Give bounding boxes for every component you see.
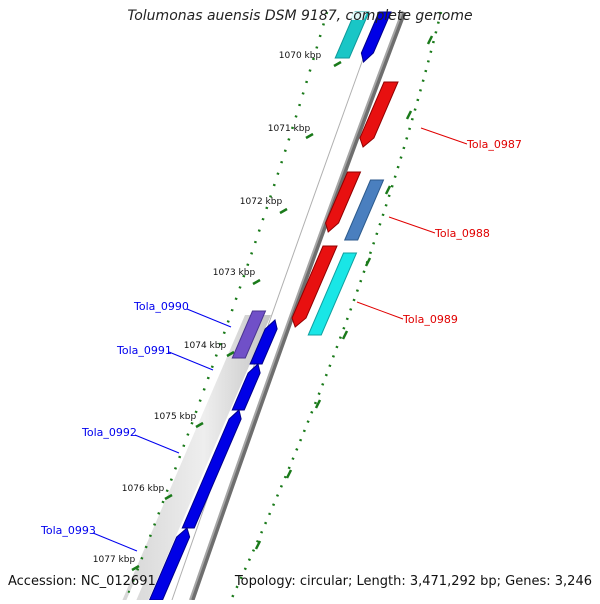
reverse-track-band — [122, 315, 271, 600]
outer-kbp-tick — [426, 35, 434, 45]
genome-summary: Topology: circular; Length: 3,471,292 bp… — [234, 574, 592, 589]
gene-label: Tola_0993 — [40, 524, 96, 537]
kbp-tick — [226, 350, 235, 358]
kbp-label: 1073 kbp — [213, 268, 256, 278]
kbp-label: 1074 kbp — [184, 341, 227, 351]
outer-kbp-tick — [405, 110, 413, 120]
gene-upstream-highlight — [349, 12, 367, 20]
outer-scale-line — [229, 11, 443, 601]
inner-ring-line — [171, 11, 381, 601]
gene-label-leader — [388, 216, 436, 234]
gene-forward-arrow — [359, 81, 399, 148]
gene-forward-cyan — [307, 252, 358, 336]
gene-reverse-stub — [126, 580, 145, 600]
map-title: Tolumonas auensis DSM 9187, complete gen… — [127, 8, 473, 24]
gene-label-leader — [186, 308, 232, 328]
gene-forward-arrow — [325, 171, 362, 233]
gene-label: Tola_0988 — [434, 227, 490, 240]
gene-reverse-purple — [231, 310, 267, 359]
gene-label: Tola_0991 — [116, 344, 172, 357]
backbone-line-shadow — [189, 11, 407, 601]
gene-forward-arrow — [291, 245, 338, 328]
gene-label-leader — [420, 127, 468, 145]
gene-reverse-arrow — [231, 363, 261, 411]
gene-reverse-arrow — [249, 319, 278, 365]
kbp-tick — [305, 132, 314, 140]
gene-label-leader — [134, 434, 180, 454]
outer-kbp-tick — [341, 330, 349, 340]
gene-label: Tola_0987 — [466, 138, 522, 151]
gene-label: Tola_0990 — [133, 300, 189, 313]
backbone-line — [189, 11, 403, 601]
gene-upstream-blue — [360, 11, 392, 63]
gene-label: Tola_0989 — [402, 313, 458, 326]
gene-label-leader — [168, 351, 214, 371]
outer-kbp-tick — [384, 185, 392, 195]
kbp-tick — [252, 278, 261, 286]
kbp-label: 1072 kbp — [240, 197, 283, 207]
outer-kbp-tick — [254, 540, 262, 550]
gene-label: Tola_0992 — [81, 426, 137, 439]
kbp-tick — [195, 421, 204, 429]
outer-kbp-tick — [314, 399, 322, 409]
kbp-label: 1075 kbp — [154, 412, 197, 422]
gene-reverse-arrow — [181, 409, 242, 529]
kbp-tick — [333, 60, 342, 68]
outer-kbp-tick — [285, 469, 293, 479]
kbp-tick — [131, 564, 140, 572]
kbp-label: 1070 kbp — [279, 51, 322, 61]
kbp-label: 1071 kbp — [268, 124, 311, 134]
gene-forward-steelblue — [343, 179, 385, 241]
accession-label: Accession: NC_012691 — [8, 574, 156, 589]
gene-label-leader — [92, 532, 138, 552]
kbp-label: 1077 kbp — [93, 555, 136, 565]
kbp-tick — [279, 207, 288, 215]
gene-label-leader — [356, 301, 404, 320]
outer-kbp-tick — [364, 257, 372, 267]
kbp-label: 1076 kbp — [122, 484, 165, 494]
kbp-tick — [164, 493, 173, 501]
